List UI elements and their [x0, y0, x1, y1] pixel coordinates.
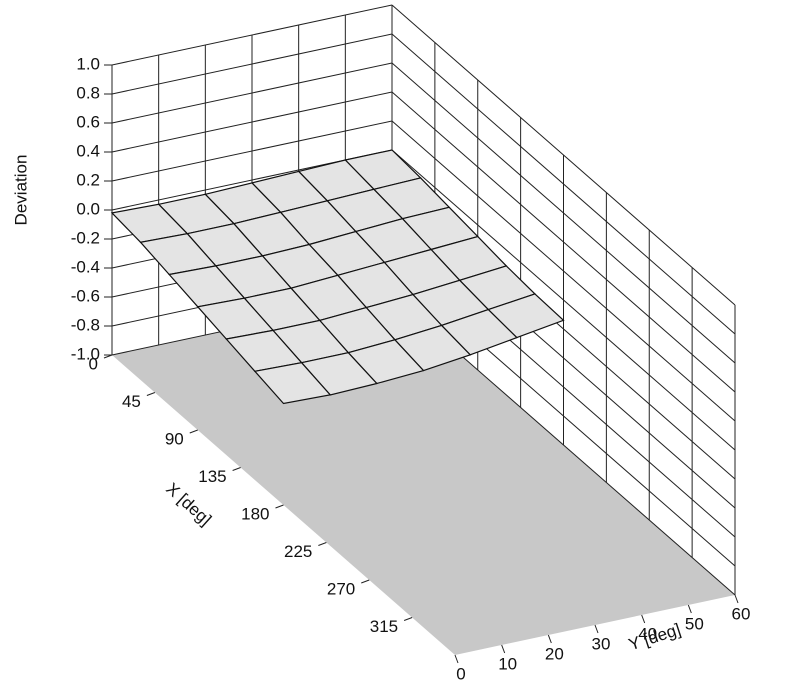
x-tick-label: 45 [122, 392, 141, 411]
z-tick-label: 0.8 [76, 83, 100, 102]
y-tick-label: 0 [456, 664, 465, 683]
y-tick [594, 624, 599, 634]
y-tick [547, 634, 552, 644]
z-tick-label: 0.0 [76, 199, 100, 218]
x-tick [275, 504, 284, 509]
y-tick-label: 10 [498, 654, 517, 673]
z-tick-label: 0.4 [76, 141, 100, 160]
y-tick [454, 654, 459, 664]
x-tick-label: 180 [241, 504, 269, 523]
x-tick-label: 225 [284, 542, 312, 561]
x-tick [361, 579, 370, 584]
x-tick [403, 617, 413, 621]
x-tick-label: 90 [165, 429, 184, 448]
y-tick-label: 50 [685, 614, 704, 633]
z-tick-label: 0.2 [76, 170, 100, 189]
y-tick-label: 30 [592, 634, 611, 653]
x-tick-label: 270 [327, 579, 355, 598]
x-tick-label: 0 [89, 354, 98, 373]
y-tick [687, 604, 692, 614]
x-tick [103, 354, 113, 359]
x-tick [146, 392, 156, 396]
y-tick [734, 594, 739, 604]
y-tick [501, 644, 506, 654]
x-tick-label: 135 [198, 467, 226, 486]
x-tick [189, 429, 198, 434]
z-tick-label: -1.0 [71, 344, 100, 363]
z-tick-label: -0.8 [71, 315, 100, 334]
surface-cell [253, 362, 332, 405]
y-tick [641, 614, 646, 624]
z-tick-label: -0.4 [71, 257, 100, 276]
z-tick-label: -0.6 [71, 286, 100, 305]
x-axis-label: X [deg] [162, 479, 215, 529]
x-tick [232, 467, 241, 471]
y-tick-label: 20 [545, 644, 564, 663]
z-tick-label: 0.6 [76, 112, 100, 131]
y-tick-label: 60 [732, 604, 751, 623]
y-tick-label: 40 [638, 624, 657, 643]
z-tick-label: 1.0 [76, 54, 100, 73]
x-tick [318, 542, 327, 546]
z-tick-label: -0.2 [71, 228, 100, 247]
z-axis-label: Deviation [11, 155, 30, 226]
x-tick-label: 315 [370, 617, 398, 636]
